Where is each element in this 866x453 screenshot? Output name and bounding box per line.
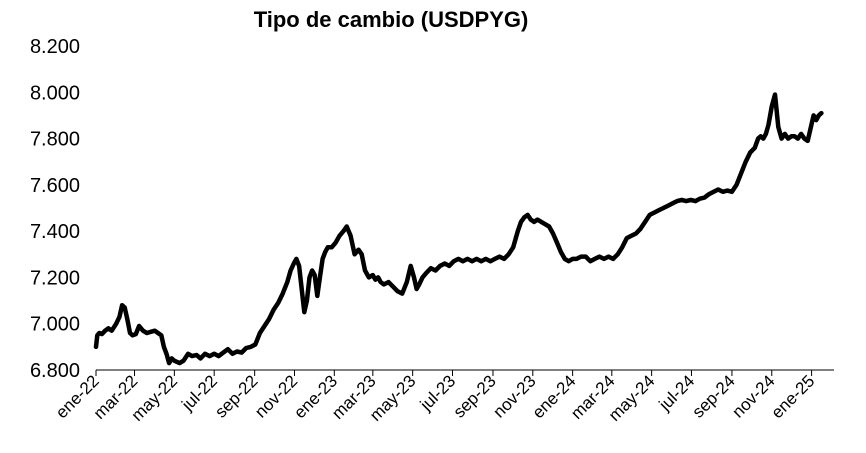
x-tick-label: nov-22 [251, 371, 301, 421]
x-tick-label: nov-24 [728, 371, 778, 421]
chart-title: Tipo de cambio (USDPYG) [254, 7, 529, 32]
x-axis: ene-22mar-22may-22jul-22sep-22nov-22ene-… [52, 369, 834, 425]
y-tick-label: 7.800 [30, 129, 80, 151]
y-axis: 6.800 7.000 7.200 7.400 7.600 7.800 8.000 8.200 [30, 36, 80, 382]
y-tick-label: 7.400 [30, 221, 80, 243]
series-line [93, 92, 824, 366]
x-tick-label: sep-22 [211, 371, 261, 421]
x-tick-label: nov-23 [489, 371, 539, 421]
x-tick-label: sep-24 [689, 371, 739, 421]
y-tick-label: 7.600 [30, 175, 80, 197]
x-tick-label: sep-23 [450, 371, 500, 421]
x-tick-label: ene-25 [768, 371, 819, 422]
y-tick-label: 7.200 [30, 267, 80, 289]
y-tick-label: 8.200 [30, 36, 80, 58]
y-tick-label: 8.000 [30, 82, 80, 104]
y-tick-label: 6.800 [30, 360, 80, 382]
y-tick-label: 7.000 [30, 314, 80, 336]
plot-area [93, 92, 824, 366]
